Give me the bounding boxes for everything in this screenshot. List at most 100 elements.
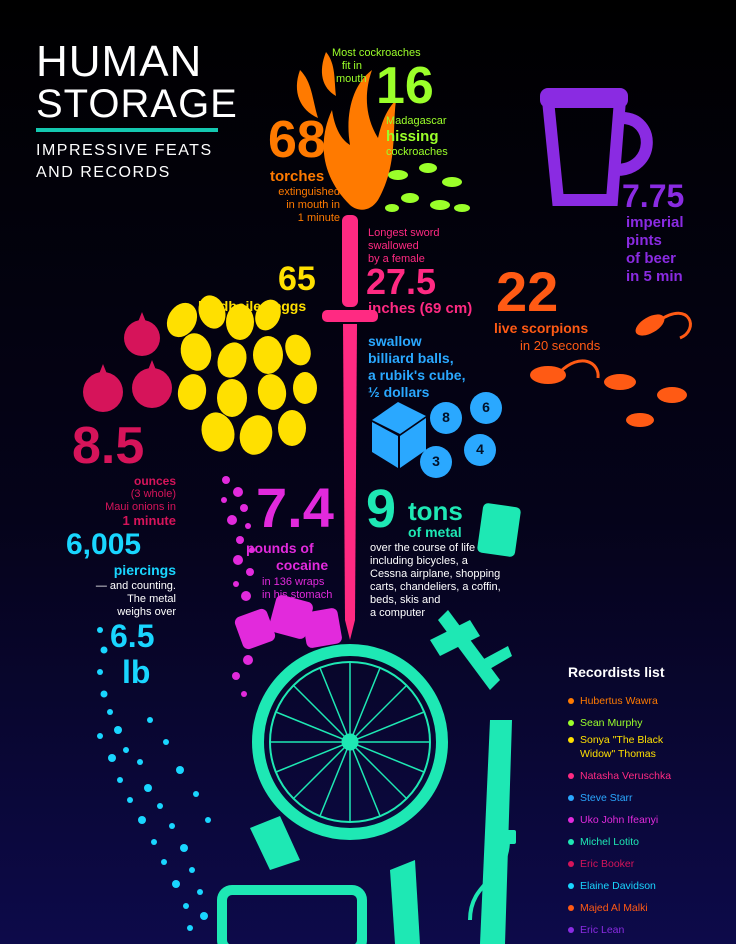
recordists-list: Recordists list Hubertus Wawra Sean Murp… xyxy=(568,664,728,941)
billiard-ball-icons xyxy=(420,392,502,478)
metal-number: 9 xyxy=(366,479,397,539)
piercings-desc-1: — and counting. xyxy=(95,580,176,592)
eggs-number: 65 xyxy=(278,260,316,298)
cockroach-intro-1: Most cockroaches xyxy=(332,47,421,59)
bicycle-wheel-icon xyxy=(252,644,448,840)
cocaine-label-1: pounds of xyxy=(246,540,314,556)
piercings-label: piercings xyxy=(113,562,176,578)
mouse-icon xyxy=(250,816,300,870)
piercings-weight: 6.5 xyxy=(110,618,155,654)
recordists-title: Recordists list xyxy=(568,664,665,680)
sword-icon xyxy=(322,215,378,640)
sword-intro-2: swallowed xyxy=(368,240,419,252)
cockroach-number: 16 xyxy=(376,57,434,115)
recordist-name: Elaine Davidson xyxy=(580,880,656,893)
recordist-name-line-2: Widow" Thomas xyxy=(580,747,656,760)
metal-desc-3: Cessna airplane, shopping xyxy=(370,568,501,580)
billiard-line-3: a rubik's cube, xyxy=(368,367,466,383)
eggs-label: hardboiled eggs xyxy=(198,298,307,314)
cockroach-label-2: hissing xyxy=(386,128,439,145)
scorpion-icons xyxy=(530,311,692,427)
recordist-dot xyxy=(568,883,574,890)
usb-cable-icon xyxy=(468,839,510,921)
recordist-name: Steve Starr xyxy=(580,792,633,805)
metal-desc-1: over the course of life xyxy=(370,542,476,554)
recordist-item: Steve Starr xyxy=(568,787,728,809)
recordist-dot xyxy=(568,927,574,934)
torches-desc-2: in mouth in xyxy=(286,199,340,211)
beer-label-4: in 5 min xyxy=(626,268,683,285)
cockroach-desc: cockroaches xyxy=(386,146,448,158)
recordist-name: Michel Lotito xyxy=(580,836,639,849)
ski-icon xyxy=(480,720,512,944)
metal-label-2: of metal xyxy=(408,524,462,540)
recordist-name: Sean Murphy xyxy=(580,717,643,729)
onions-number: 8.5 xyxy=(72,417,145,475)
beer-label-3: of beer xyxy=(626,250,677,267)
recordist-item: Eric Lean xyxy=(568,919,728,941)
recordist-item: Majed Al Malki xyxy=(568,897,728,919)
egg-icons xyxy=(166,295,317,455)
ski-icon-2 xyxy=(390,860,420,944)
torches-label: torches xyxy=(270,168,325,185)
recordist-item: Sean Murphy xyxy=(568,712,728,734)
title-rule xyxy=(36,128,218,132)
piercing-beads-icon xyxy=(97,627,211,931)
cockroach-intro-3: mouth xyxy=(336,73,367,85)
metal-label-1: tons xyxy=(408,496,463,526)
title-line-1: HUMAN xyxy=(36,37,203,86)
cocaine-number: 7.4 xyxy=(256,476,334,539)
piercings-number: 6,005 xyxy=(66,528,142,561)
piercings-unit: lb xyxy=(122,654,151,690)
flame-icon xyxy=(296,52,396,210)
beer-foam-icon xyxy=(540,88,628,108)
billiard-ball-3: 3 xyxy=(432,453,440,469)
recordist-name-line-1: Sonya "The Black xyxy=(580,734,664,746)
piercings-desc-2: The metal xyxy=(127,593,176,605)
onions-desc-2: Maui onions in xyxy=(105,501,176,513)
recordist-name: Eric Booker xyxy=(580,858,635,871)
recordist-item: Sonya "The Black Widow" Thomas xyxy=(568,734,728,761)
scorpions-label-2: in 20 seconds xyxy=(520,338,601,353)
recordist-name: Natasha Veruschka xyxy=(580,770,672,783)
recordist-dot xyxy=(568,720,574,726)
sword-number: 27.5 xyxy=(366,261,437,302)
subtitle-line-1: IMPRESSIVE FEATS xyxy=(36,142,213,159)
computer-icon xyxy=(217,885,367,944)
recordist-dot xyxy=(568,861,574,868)
recordist-item: Uko John Ifeanyi xyxy=(568,809,728,831)
scorpions-number: 22 xyxy=(496,260,559,323)
usb-plug-icon xyxy=(500,830,516,844)
recordist-dot xyxy=(568,698,574,704)
metal-desc-4: carts, chandeliers, a coffin, xyxy=(370,581,501,593)
torches-desc-1: extinguished xyxy=(278,186,340,198)
beer-label-1: imperial xyxy=(626,214,684,231)
recordist-item: Natasha Veruschka xyxy=(568,765,728,787)
airplane-icon xyxy=(430,610,512,690)
billiard-line-1: swallow xyxy=(368,333,422,349)
recordist-dot xyxy=(568,839,574,846)
cocaine-desc-2: in his stomach xyxy=(262,589,333,601)
beer-label-2: pints xyxy=(626,232,662,249)
sword-intro-1: Longest sword xyxy=(368,227,440,239)
recordist-item: Hubertus Wawra xyxy=(568,690,728,712)
recordist-name: Uko John Ifeanyi xyxy=(580,814,659,827)
cocaine-dots-icon xyxy=(221,476,342,697)
recordist-name: Eric Lean xyxy=(580,924,625,937)
billiard-ball-4: 4 xyxy=(476,441,484,457)
billiard-line-4: ½ dollars xyxy=(368,384,430,400)
onions-label: ounces xyxy=(133,474,176,488)
cocaine-label-2: cocaine xyxy=(276,557,329,573)
billiard-line-2: billiard balls, xyxy=(368,350,454,366)
billiard-ball-8: 8 xyxy=(442,409,450,425)
recordist-name: Hubertus Wawra xyxy=(580,695,658,707)
cocaine-desc-1: in 136 wraps xyxy=(262,576,325,588)
beer-number: 7.75 xyxy=(622,178,685,214)
billiard-ball-6: 6 xyxy=(482,399,490,415)
scorpions-label-1: live scorpions xyxy=(494,320,589,336)
cockroach-intro-2: fit in xyxy=(341,60,362,72)
piercings-desc-3: weighs over xyxy=(117,606,176,618)
onion-icons xyxy=(83,312,172,412)
cockroach-icons xyxy=(385,163,470,212)
